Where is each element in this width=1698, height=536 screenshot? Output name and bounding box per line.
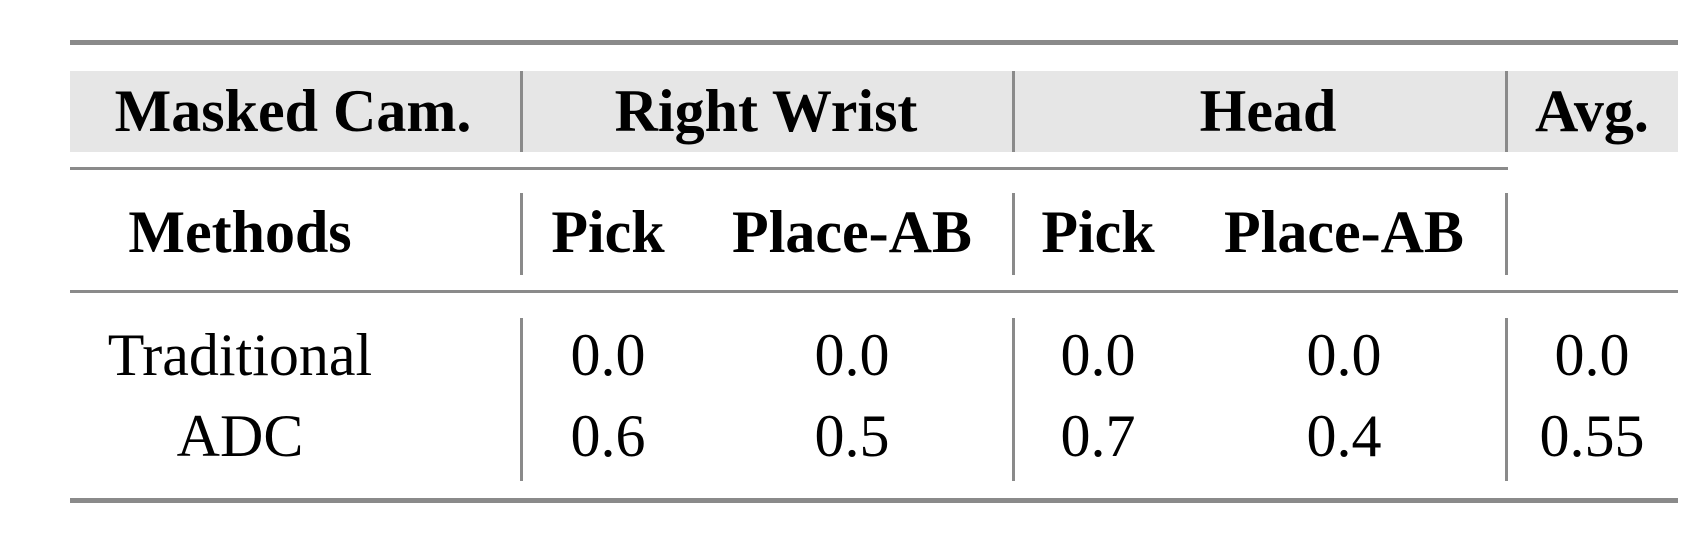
header-row-background <box>70 71 1678 152</box>
row-value: 0.6 <box>570 403 646 469</box>
row-value: 0.0 <box>1306 322 1382 388</box>
row-avg: 0.55 <box>1539 403 1645 469</box>
row-method: ADC <box>176 403 304 469</box>
row-value: 0.0 <box>814 322 890 388</box>
divider <box>1012 193 1015 275</box>
divider <box>1505 318 1508 481</box>
row-value: 0.7 <box>1060 403 1136 469</box>
header-right-wrist: Right Wrist <box>614 78 918 144</box>
top-rule <box>70 40 1678 45</box>
mid-rule-1 <box>70 167 1508 170</box>
header-place-ab-wrist: Place-AB <box>732 199 972 265</box>
divider <box>1505 71 1508 152</box>
mid-rule-2 <box>70 290 1678 293</box>
header-avg: Avg. <box>1535 78 1649 144</box>
divider <box>520 193 523 275</box>
row-value: 0.4 <box>1306 403 1382 469</box>
bottom-rule <box>70 498 1678 503</box>
divider <box>520 318 523 481</box>
divider <box>1505 193 1508 275</box>
row-avg: 0.0 <box>1554 322 1630 388</box>
header-pick-head: Pick <box>1041 199 1155 265</box>
header-head: Head <box>1199 78 1337 144</box>
header-masked-cam: Masked Cam. <box>114 78 472 144</box>
row-value: 0.0 <box>1060 322 1136 388</box>
row-value: 0.5 <box>814 403 890 469</box>
header-methods: Methods <box>128 199 352 265</box>
divider <box>520 71 523 152</box>
header-pick-wrist: Pick <box>551 199 665 265</box>
divider <box>1012 71 1015 152</box>
divider <box>1012 318 1015 481</box>
row-method: Traditional <box>107 322 373 388</box>
header-place-ab-head: Place-AB <box>1224 199 1464 265</box>
row-value: 0.0 <box>570 322 646 388</box>
